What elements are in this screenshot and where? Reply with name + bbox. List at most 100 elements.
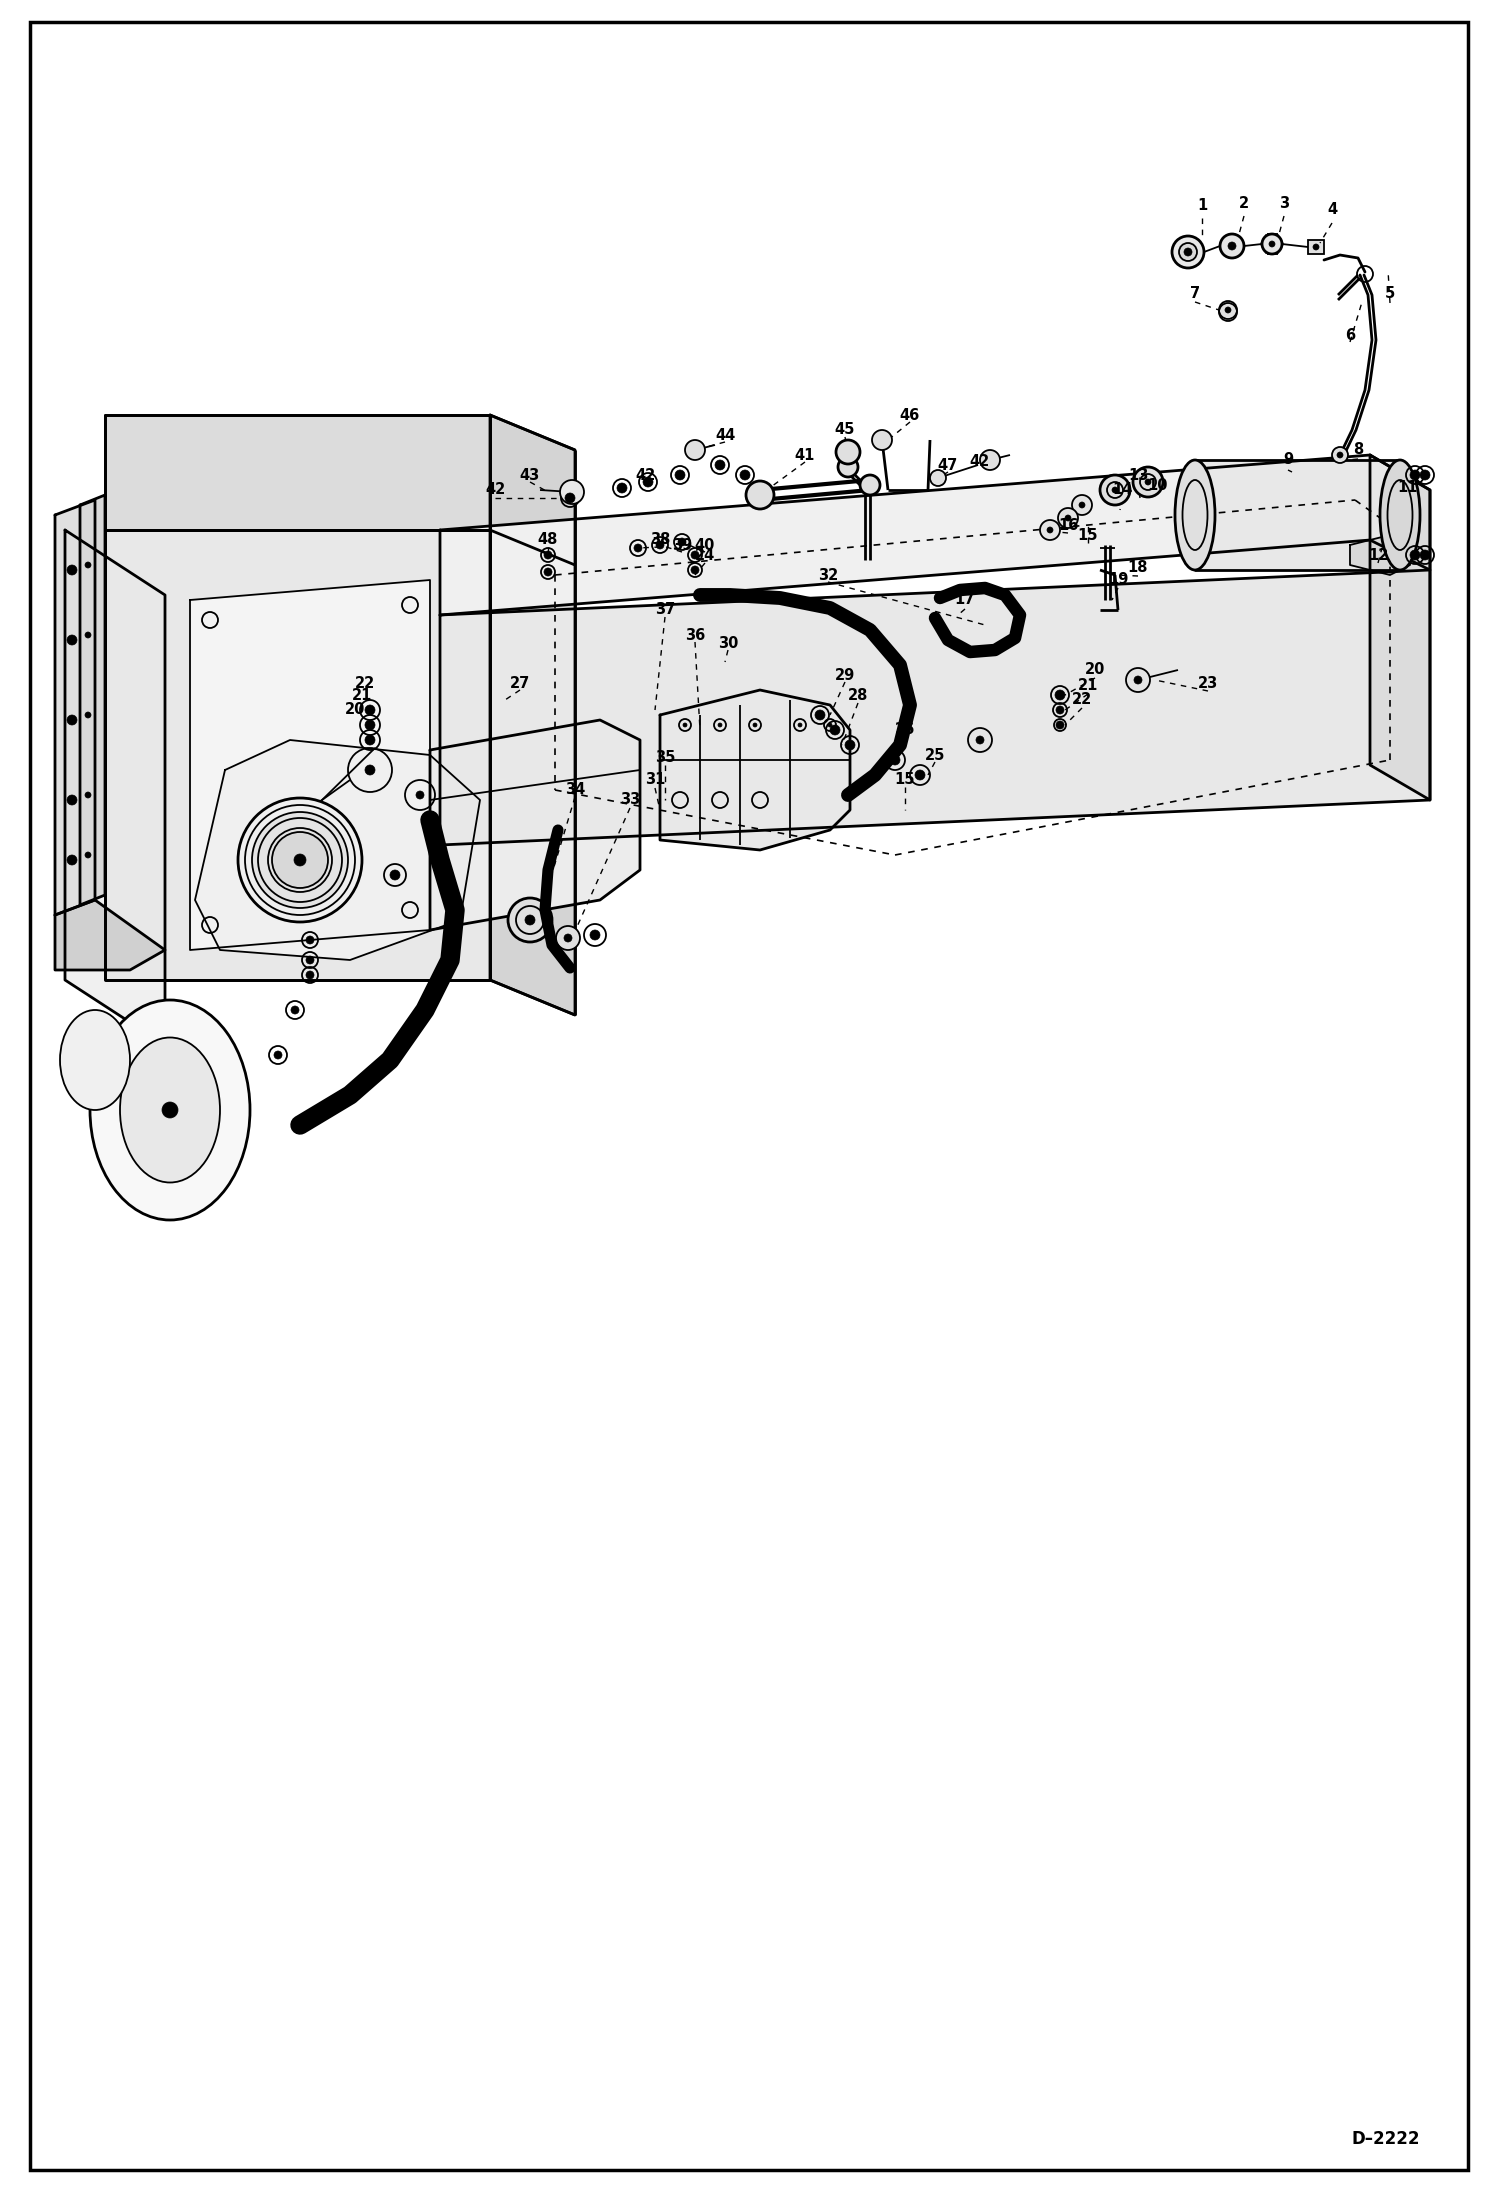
Circle shape <box>1219 235 1243 259</box>
Circle shape <box>565 494 575 502</box>
Circle shape <box>746 480 774 509</box>
Circle shape <box>274 1051 282 1060</box>
Circle shape <box>544 551 551 559</box>
Text: 15: 15 <box>1077 527 1098 542</box>
Circle shape <box>1420 551 1431 559</box>
Text: 14: 14 <box>1112 483 1132 498</box>
Polygon shape <box>195 739 479 961</box>
Circle shape <box>85 632 91 638</box>
Circle shape <box>845 739 855 750</box>
Text: 8: 8 <box>1353 443 1363 459</box>
Circle shape <box>252 812 348 908</box>
Text: 27: 27 <box>509 676 530 691</box>
Text: 42: 42 <box>635 467 655 483</box>
Text: 18: 18 <box>1128 559 1149 575</box>
Circle shape <box>1079 502 1085 509</box>
Text: 2: 2 <box>1239 195 1249 211</box>
Text: 21: 21 <box>352 687 372 702</box>
Circle shape <box>1040 520 1061 540</box>
Text: 36: 36 <box>685 627 706 643</box>
Circle shape <box>85 792 91 799</box>
Text: 47: 47 <box>938 459 959 472</box>
Circle shape <box>1132 467 1162 498</box>
Circle shape <box>1065 516 1071 520</box>
Text: 22: 22 <box>1073 693 1092 706</box>
Polygon shape <box>430 720 640 930</box>
Text: 45: 45 <box>834 423 855 437</box>
Circle shape <box>679 538 686 546</box>
Circle shape <box>1112 487 1118 494</box>
Circle shape <box>1047 527 1053 533</box>
Text: 3: 3 <box>1279 195 1290 211</box>
Circle shape <box>85 851 91 858</box>
Circle shape <box>1073 496 1092 516</box>
Circle shape <box>617 483 628 494</box>
Circle shape <box>1225 307 1231 314</box>
Circle shape <box>1332 448 1348 463</box>
Circle shape <box>683 724 688 726</box>
Circle shape <box>1144 478 1150 485</box>
Circle shape <box>67 634 76 645</box>
Circle shape <box>872 430 891 450</box>
Text: 37: 37 <box>655 603 676 617</box>
Circle shape <box>1314 244 1320 250</box>
Circle shape <box>1410 470 1420 480</box>
Ellipse shape <box>90 1000 250 1220</box>
Circle shape <box>740 470 750 480</box>
Bar <box>1308 239 1324 255</box>
Circle shape <box>294 853 306 867</box>
Text: 48: 48 <box>538 533 559 548</box>
Text: 19: 19 <box>1109 573 1128 588</box>
Text: 25: 25 <box>924 748 945 764</box>
Ellipse shape <box>120 1038 220 1183</box>
Circle shape <box>366 704 374 715</box>
Circle shape <box>1261 235 1282 255</box>
Circle shape <box>67 794 76 805</box>
Circle shape <box>67 566 76 575</box>
Circle shape <box>366 720 374 731</box>
Text: 17: 17 <box>954 592 975 608</box>
Circle shape <box>389 871 400 880</box>
Polygon shape <box>440 570 1431 845</box>
Circle shape <box>691 566 700 575</box>
Text: 20: 20 <box>345 702 366 717</box>
Circle shape <box>416 792 424 799</box>
Text: 35: 35 <box>655 750 676 766</box>
Text: 12: 12 <box>1368 548 1389 562</box>
Polygon shape <box>440 454 1431 614</box>
Text: 44: 44 <box>715 428 736 443</box>
Text: 5: 5 <box>1384 287 1395 301</box>
Circle shape <box>1100 474 1129 505</box>
Text: 42: 42 <box>485 483 505 498</box>
Circle shape <box>366 766 374 774</box>
Circle shape <box>67 856 76 864</box>
Text: 30: 30 <box>718 636 739 649</box>
Polygon shape <box>64 531 165 1044</box>
Circle shape <box>1056 706 1064 713</box>
Polygon shape <box>1195 461 1401 570</box>
Polygon shape <box>55 900 165 970</box>
Text: 21: 21 <box>1079 678 1098 693</box>
Circle shape <box>560 480 584 505</box>
Circle shape <box>85 713 91 717</box>
Circle shape <box>676 470 685 480</box>
Text: 39: 39 <box>673 538 692 553</box>
Circle shape <box>366 735 374 746</box>
Circle shape <box>1058 509 1079 529</box>
Text: 40: 40 <box>695 538 715 553</box>
Text: 33: 33 <box>620 792 640 807</box>
Circle shape <box>85 562 91 568</box>
Circle shape <box>815 711 825 720</box>
Circle shape <box>1179 244 1197 261</box>
Circle shape <box>828 724 831 726</box>
Circle shape <box>977 735 984 744</box>
Circle shape <box>836 441 860 463</box>
Circle shape <box>980 450 1001 470</box>
Text: 20: 20 <box>1085 663 1106 678</box>
Circle shape <box>968 728 992 753</box>
Circle shape <box>890 755 900 766</box>
Circle shape <box>715 461 725 470</box>
Text: 7: 7 <box>1189 285 1200 301</box>
Circle shape <box>238 799 363 921</box>
Circle shape <box>1055 689 1065 700</box>
